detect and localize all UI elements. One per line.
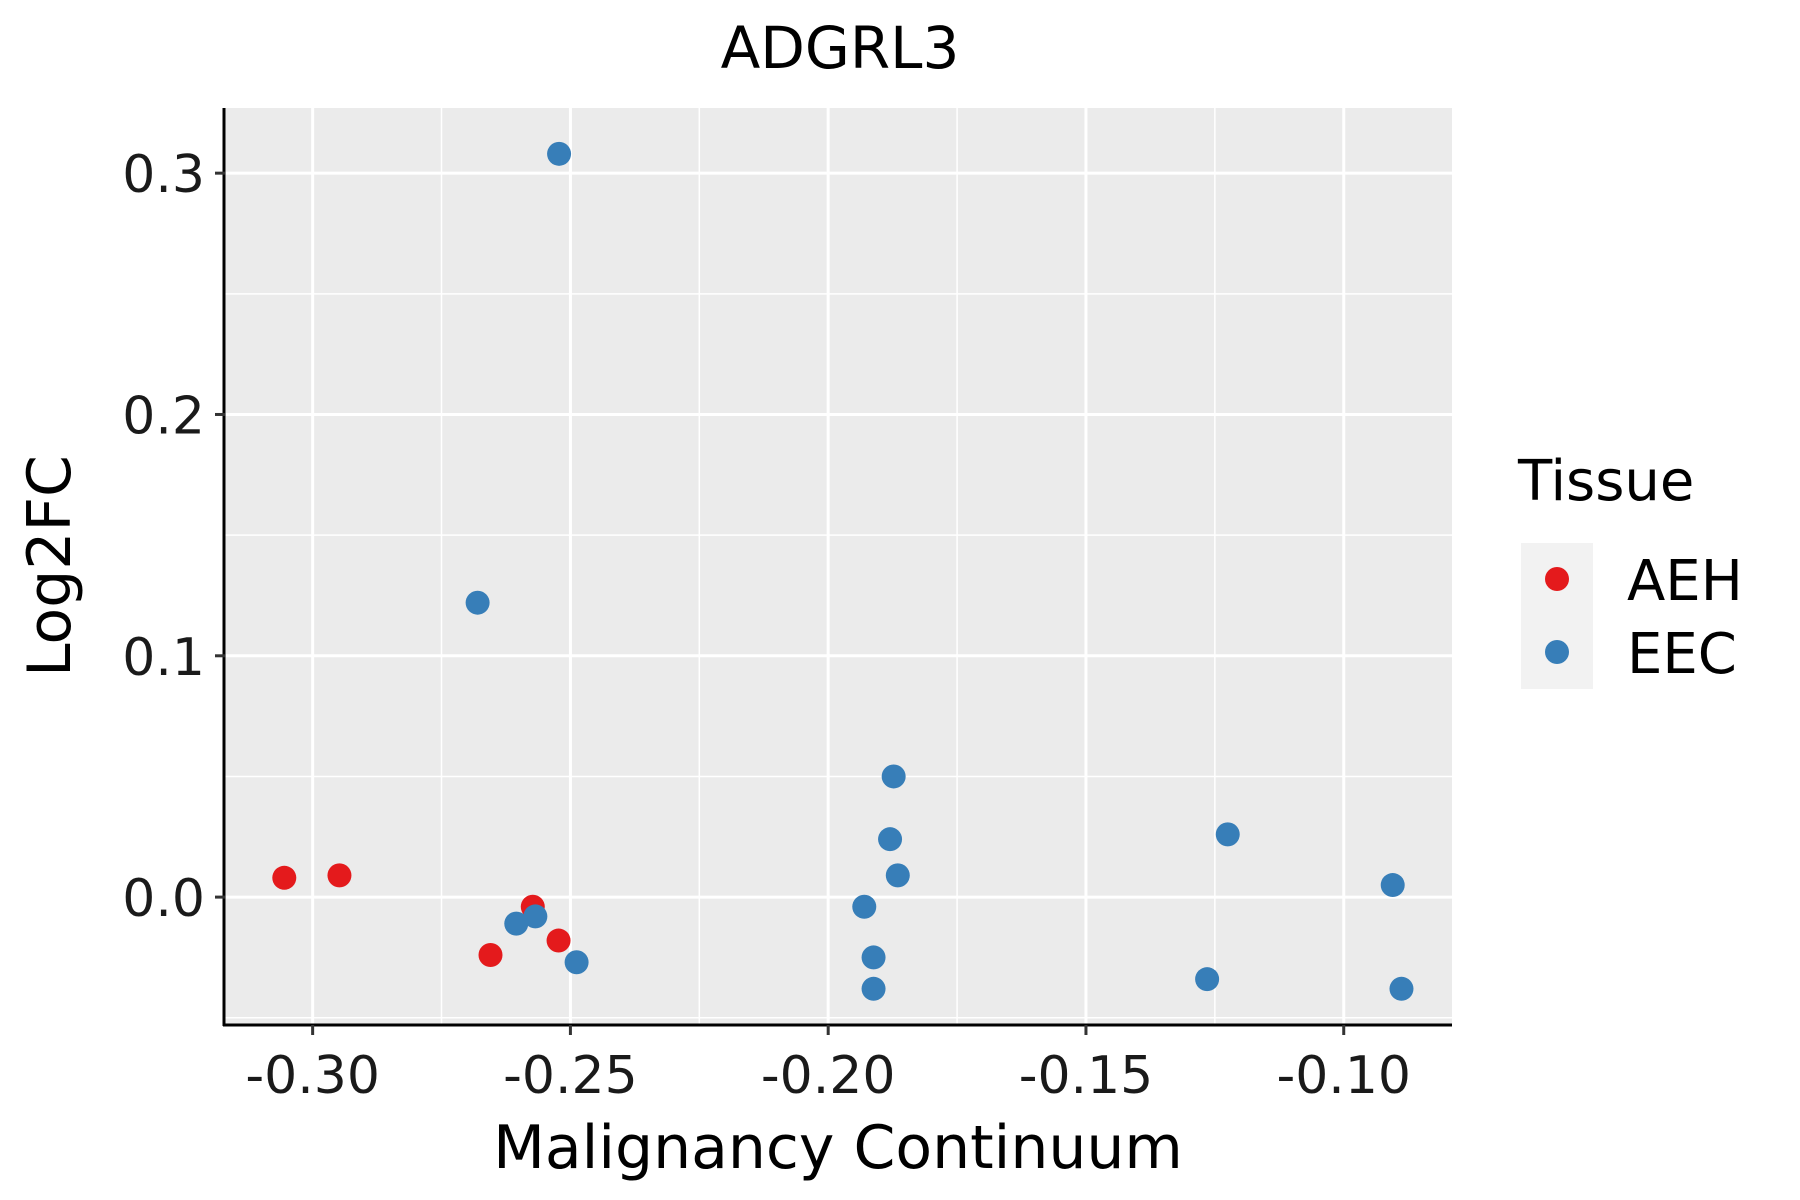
data-point-eec — [547, 141, 572, 166]
legend-key-aeh — [1545, 567, 1569, 591]
data-point-eec — [1195, 967, 1220, 992]
y-tick-label: 0.0 — [122, 869, 205, 929]
x-tick-label: -0.15 — [1019, 1046, 1154, 1106]
data-point-eec — [564, 950, 589, 975]
data-point-eec — [1380, 873, 1405, 898]
x-axis-ticks: -0.30 -0.25 -0.20 -0.15 -0.10 — [245, 1025, 1411, 1106]
plot-panel — [225, 108, 1452, 1025]
data-point-eec — [861, 976, 886, 1001]
y-axis-ticks: 0.0 0.1 0.2 0.3 — [122, 145, 225, 929]
x-tick-label: -0.25 — [503, 1046, 638, 1106]
x-tick-label: -0.20 — [761, 1046, 896, 1106]
data-point-eec — [861, 945, 886, 970]
chart-title: ADGRL3 — [721, 14, 960, 82]
y-tick-label: 0.2 — [122, 386, 205, 446]
legend-key-background — [1521, 543, 1593, 689]
legend-label-aeh: AEH — [1627, 549, 1743, 614]
data-point-eec — [1215, 822, 1240, 847]
y-tick-label: 0.1 — [122, 628, 205, 688]
y-tick-label: 0.3 — [122, 145, 205, 205]
data-point-eec — [465, 590, 490, 615]
data-point-eec — [504, 911, 529, 936]
data-point-eec — [881, 764, 906, 789]
x-tick-label: -0.10 — [1276, 1046, 1411, 1106]
data-point-eec — [852, 894, 877, 919]
legend: Tissue AEH EEC — [1517, 449, 1743, 689]
gridlines — [225, 108, 1452, 1025]
data-point-eec — [1389, 976, 1414, 1001]
x-axis-title: Malignancy Continuum — [493, 1113, 1183, 1183]
data-point-aeh — [272, 865, 297, 890]
data-points — [272, 141, 1414, 1001]
data-point-aeh — [546, 928, 571, 953]
data-point-eec — [523, 904, 548, 929]
x-tick-label: -0.30 — [245, 1046, 380, 1106]
data-point-eec — [885, 863, 910, 888]
legend-label-eec: EEC — [1627, 622, 1737, 687]
legend-key-eec — [1545, 640, 1569, 664]
data-point-aeh — [478, 943, 503, 968]
data-point-aeh — [327, 863, 352, 888]
y-axis-title: Log2FC — [15, 455, 85, 677]
data-point-eec — [878, 827, 903, 852]
legend-title: Tissue — [1517, 449, 1694, 514]
